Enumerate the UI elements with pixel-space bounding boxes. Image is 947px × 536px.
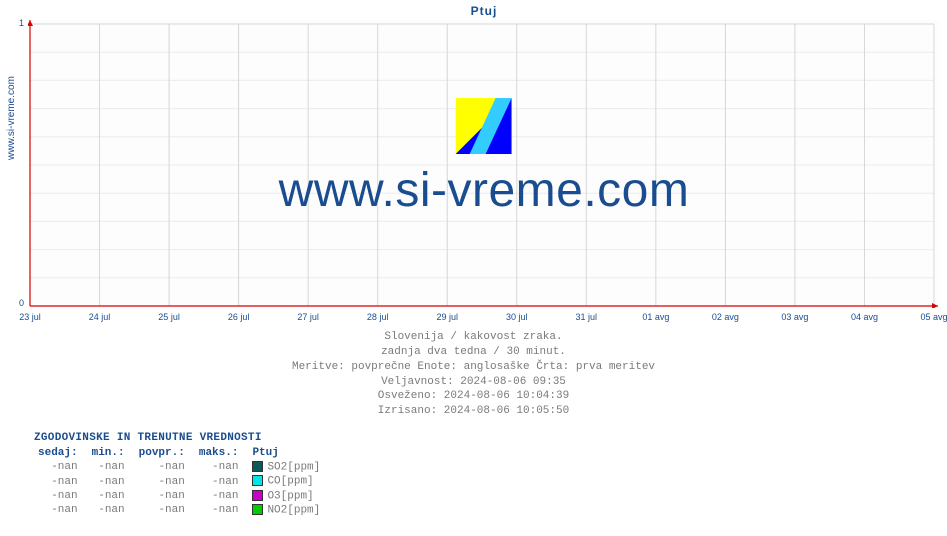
x-tick-label: 29 jul	[436, 312, 458, 322]
series-label: NO2[ppm]	[267, 505, 320, 517]
series-swatch-icon	[252, 461, 263, 472]
x-tick-label: 26 jul	[228, 312, 250, 322]
x-tick-label: 30 jul	[506, 312, 528, 322]
x-tick-label: 02 avg	[712, 312, 739, 322]
table-row: -nan-nan-nan-nanNO2[ppm]	[34, 503, 330, 517]
cell-min: -nan	[88, 503, 135, 517]
x-tick-label: 03 avg	[781, 312, 808, 322]
x-tick-label: 27 jul	[297, 312, 319, 322]
legend-grid: sedaj: min.: povpr.: maks.: Ptuj -nan-na…	[34, 446, 330, 518]
col-avg: povpr.:	[135, 446, 195, 460]
x-tick-label: 04 avg	[851, 312, 878, 322]
legend-table: ZGODOVINSKE IN TRENUTNE VREDNOSTI sedaj:…	[34, 432, 330, 518]
cell-series: SO2[ppm]	[248, 460, 330, 474]
meta-settings: Meritve: povprečne Enote: anglosaške Črt…	[0, 360, 947, 375]
chart-title: Ptuj	[28, 4, 940, 18]
x-tick-label: 31 jul	[576, 312, 598, 322]
y-tick-label: 0	[10, 298, 24, 308]
table-row: -nan-nan-nan-nanCO[ppm]	[34, 474, 330, 488]
col-now: sedaj:	[34, 446, 88, 460]
col-max: maks.:	[195, 446, 249, 460]
series-swatch-icon	[252, 504, 263, 515]
cell-series: CO[ppm]	[248, 474, 330, 488]
x-axis-labels: 23 jul24 jul25 jul26 jul27 jul28 jul29 j…	[28, 312, 940, 326]
plot-svg	[28, 20, 940, 308]
series-label: CO[ppm]	[267, 476, 313, 488]
plot-area: www.si-vreme.com 1 0	[28, 20, 940, 308]
y-tick-label: 1	[10, 18, 24, 28]
series-swatch-icon	[252, 490, 263, 501]
meta-drawn: Izrisano: 2024-08-06 10:05:50	[0, 404, 947, 419]
legend-title: ZGODOVINSKE IN TRENUTNE VREDNOSTI	[34, 432, 330, 444]
series-label: O3[ppm]	[267, 490, 313, 502]
cell-avg: -nan	[135, 460, 195, 474]
cell-now: -nan	[34, 503, 88, 517]
cell-min: -nan	[88, 489, 135, 503]
cell-series: O3[ppm]	[248, 489, 330, 503]
cell-avg: -nan	[135, 489, 195, 503]
x-tick-label: 25 jul	[158, 312, 180, 322]
meta-source: Slovenija / kakovost zraka.	[0, 330, 947, 345]
cell-min: -nan	[88, 460, 135, 474]
chart-metadata: Slovenija / kakovost zraka. zadnja dva t…	[0, 330, 947, 419]
x-tick-label: 24 jul	[89, 312, 111, 322]
cell-max: -nan	[195, 489, 249, 503]
chart: Ptuj www.si-vreme.com 1 0	[28, 4, 940, 314]
cell-max: -nan	[195, 474, 249, 488]
site-label: www.si-vreme.com	[6, 76, 17, 160]
cell-now: -nan	[34, 474, 88, 488]
cell-max: -nan	[195, 503, 249, 517]
col-min: min.:	[88, 446, 135, 460]
cell-min: -nan	[88, 474, 135, 488]
x-tick-label: 05 avg	[920, 312, 947, 322]
col-station: Ptuj	[248, 446, 330, 460]
cell-now: -nan	[34, 460, 88, 474]
cell-series: NO2[ppm]	[248, 503, 330, 517]
table-row: -nan-nan-nan-nanSO2[ppm]	[34, 460, 330, 474]
series-label: SO2[ppm]	[267, 461, 320, 473]
table-row: -nan-nan-nan-nanO3[ppm]	[34, 489, 330, 503]
meta-validity: Veljavnost: 2024-08-06 09:35	[0, 375, 947, 390]
x-tick-label: 23 jul	[19, 312, 41, 322]
meta-period: zadnja dva tedna / 30 minut.	[0, 345, 947, 360]
meta-refreshed: Osveženo: 2024-08-06 10:04:39	[0, 389, 947, 404]
series-swatch-icon	[252, 475, 263, 486]
cell-now: -nan	[34, 489, 88, 503]
x-tick-label: 28 jul	[367, 312, 389, 322]
cell-avg: -nan	[135, 474, 195, 488]
cell-avg: -nan	[135, 503, 195, 517]
x-tick-label: 01 avg	[642, 312, 669, 322]
cell-max: -nan	[195, 460, 249, 474]
